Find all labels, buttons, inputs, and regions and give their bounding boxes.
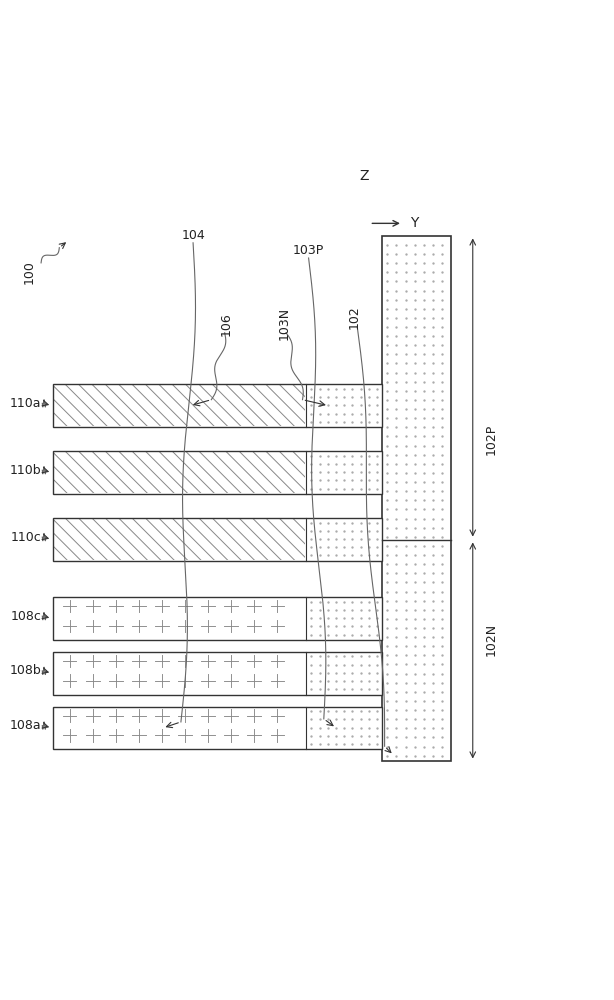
Bar [306, 652, 381, 695]
Text: 106: 106 [220, 312, 233, 336]
Bar [54, 452, 305, 493]
Bar [53, 707, 381, 749]
Text: 108b: 108b [9, 664, 41, 677]
Bar [306, 384, 381, 427]
Bar [53, 384, 381, 427]
Bar [53, 451, 381, 494]
Bar [53, 518, 381, 561]
Text: Z: Z [360, 169, 369, 183]
Bar [306, 451, 381, 494]
Text: Y: Y [410, 216, 419, 230]
Bar [53, 652, 381, 695]
Bar [53, 451, 306, 494]
Bar [53, 707, 306, 749]
Text: 108c: 108c [10, 610, 41, 623]
Bar [381, 236, 451, 761]
Bar [54, 385, 305, 426]
Text: 102N: 102N [484, 623, 497, 656]
Bar [53, 597, 306, 640]
Text: 110b: 110b [9, 464, 41, 477]
Bar [53, 518, 306, 561]
Text: 103P: 103P [293, 244, 324, 257]
Bar [53, 597, 381, 640]
Bar [53, 384, 381, 427]
Text: 110a: 110a [10, 397, 41, 410]
Bar [53, 652, 381, 695]
Bar [306, 707, 381, 749]
Bar [53, 384, 306, 427]
Bar [53, 707, 381, 749]
Text: 103N: 103N [278, 307, 291, 340]
Bar [53, 597, 381, 640]
Text: 104: 104 [181, 229, 205, 242]
Bar [53, 518, 381, 561]
Bar [53, 451, 381, 494]
Bar [54, 519, 305, 560]
Text: 102: 102 [348, 306, 360, 329]
Bar [306, 597, 381, 640]
Text: 102P: 102P [484, 424, 497, 455]
Bar [306, 518, 381, 561]
Text: 108a: 108a [9, 719, 41, 732]
Text: 100: 100 [22, 260, 36, 284]
Text: 110c: 110c [10, 531, 41, 544]
Bar [53, 652, 306, 695]
